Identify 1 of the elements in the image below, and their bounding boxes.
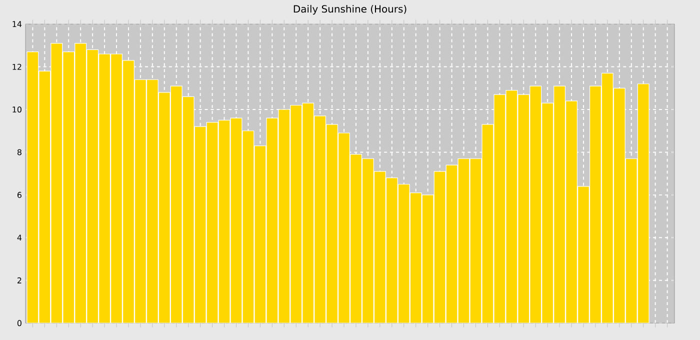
chart-title: Daily Sunshine (Hours) — [294, 4, 406, 15]
